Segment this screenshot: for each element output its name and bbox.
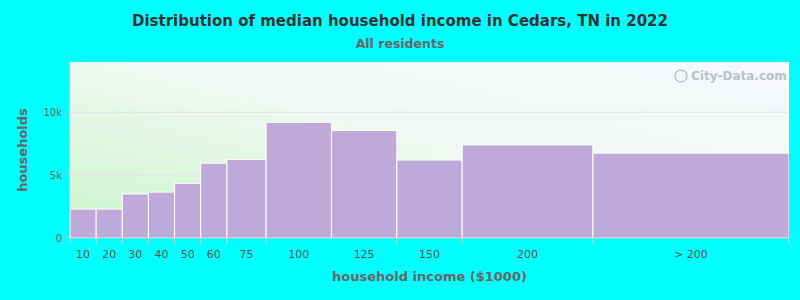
x-tick-label: 50 <box>181 248 195 261</box>
bar <box>593 153 789 238</box>
x-tick <box>122 238 123 244</box>
x-axis-line <box>70 238 789 239</box>
y-tick <box>66 112 70 113</box>
title: Distribution of median household income … <box>132 12 668 30</box>
x-tick-label: > 200 <box>674 248 708 261</box>
bar <box>122 194 148 238</box>
x-tick-label: 30 <box>128 248 142 261</box>
x-tick <box>200 238 201 244</box>
bar <box>201 163 227 238</box>
watermark: City-Data.com <box>675 69 787 83</box>
bar <box>462 145 593 238</box>
x-tick-label: 75 <box>239 248 253 261</box>
x-tick <box>331 238 332 244</box>
bar <box>175 183 201 238</box>
x-tick <box>174 238 175 244</box>
x-tick <box>592 238 593 244</box>
x-tick <box>96 238 97 244</box>
y-axis-line <box>70 62 71 238</box>
y-tick-label: 0 <box>56 233 62 244</box>
bar <box>266 122 331 238</box>
y-tick <box>66 238 70 239</box>
bar <box>148 192 174 238</box>
x-tick-label: 20 <box>102 248 116 261</box>
x-tick-label: 100 <box>288 248 309 261</box>
bar <box>227 159 266 238</box>
y-tick-label: 5k <box>50 170 62 181</box>
bars <box>70 122 789 238</box>
bar <box>397 160 462 238</box>
x-tick-label: 125 <box>354 248 375 261</box>
x-tick <box>396 238 397 244</box>
x-axis-label: household income ($1000) <box>332 269 527 284</box>
bar <box>96 209 122 238</box>
grid-line <box>70 112 789 113</box>
watermark-text: City-Data.com <box>691 69 787 83</box>
x-tick <box>789 238 790 244</box>
x-tick-label: 60 <box>207 248 221 261</box>
plot-background <box>70 62 789 238</box>
x-tick <box>266 238 267 244</box>
bar <box>331 131 396 238</box>
x-tick-label: 10 <box>76 248 90 261</box>
x-tick-label: 200 <box>517 248 538 261</box>
x-tick <box>70 238 71 244</box>
x-tick <box>148 238 149 244</box>
watermark-icon <box>675 70 687 82</box>
y-axis-label: households <box>15 108 30 192</box>
y-tick <box>66 175 70 176</box>
x-tick <box>462 238 463 244</box>
x-tick-label: 40 <box>155 248 169 261</box>
chart: Distribution of median household income … <box>0 0 800 300</box>
y-tick-label: 10k <box>43 107 62 118</box>
x-tick-label: 150 <box>419 248 440 261</box>
bar <box>70 209 96 238</box>
x-tick <box>226 238 227 244</box>
subtitle: All residents <box>356 36 445 51</box>
